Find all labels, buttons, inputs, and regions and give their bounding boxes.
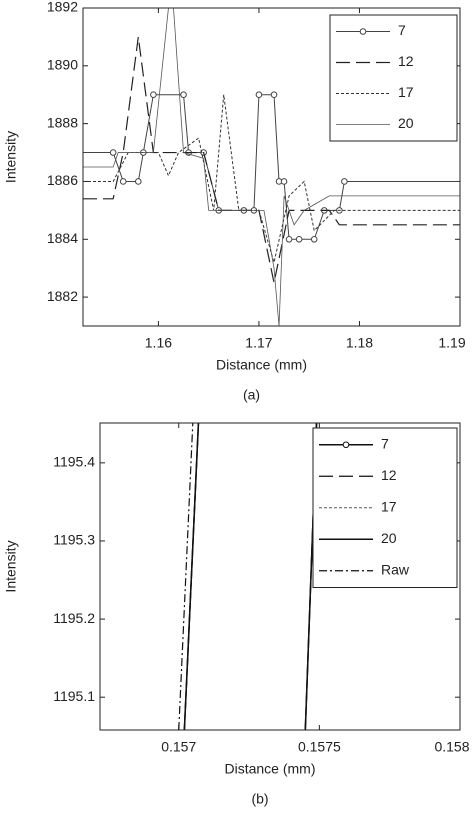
y-tick-label: 1195.3 [53, 532, 95, 548]
series-marker [109, 149, 117, 156]
x-tick-label: 1.19 [438, 335, 465, 351]
y-axis-label: Intensity [3, 540, 19, 592]
series-marker [255, 91, 263, 99]
plot-area [83, 8, 460, 326]
series-marker [134, 178, 142, 185]
legend-label: 17 [381, 498, 397, 514]
legend-label: 17 [398, 84, 414, 100]
y-tick-label: 1195.1 [53, 688, 95, 704]
legend-label: Raw [381, 561, 410, 577]
series-line [83, 8, 460, 326]
x-axis-label: Distance (mm) [216, 357, 307, 373]
x-axis-label: Distance (mm) [224, 761, 315, 777]
series-line [178, 423, 194, 730]
x-tick-label: 1.17 [245, 335, 272, 351]
y-tick-label: 1195.2 [53, 610, 95, 626]
y-tick-label: 1886 [47, 172, 78, 188]
series-marker [310, 235, 318, 243]
axes-frame [82, 7, 461, 327]
series-marker [341, 178, 348, 185]
legend-marker [342, 441, 350, 449]
y-tick-label: 1882 [47, 288, 78, 304]
y-axis-label: Intensity [3, 131, 19, 183]
legend-label: 7 [381, 435, 389, 451]
x-tick-label: 0.157 [161, 739, 196, 755]
series-marker [180, 91, 187, 99]
x-tick-label: 0.1575 [298, 739, 341, 755]
y-tick-label: 1892 [47, 0, 78, 15]
series-line [183, 423, 318, 730]
series-marker [119, 178, 127, 185]
y-tick-label: 1884 [47, 230, 78, 246]
x-tick-label: 0.158 [434, 739, 469, 755]
legend-label: 12 [398, 53, 414, 69]
series-line [183, 423, 318, 730]
legend-label: 20 [398, 115, 414, 131]
plot-area [178, 423, 318, 730]
x-tick-label: 1.18 [346, 335, 373, 351]
legend-marker [359, 28, 367, 35]
legend-label: 7 [398, 22, 406, 38]
caption: (b) [251, 791, 268, 807]
legend-label: 12 [381, 467, 397, 483]
series-marker [285, 235, 293, 243]
series-marker [270, 91, 278, 99]
series-line [183, 423, 318, 730]
series-marker [295, 235, 303, 243]
axes-frame [99, 422, 461, 731]
x-tick-label: 1.16 [145, 335, 172, 351]
legend-label: 20 [381, 530, 397, 546]
legend-box [329, 14, 458, 142]
y-tick-label: 1888 [47, 114, 78, 130]
series-line [183, 423, 318, 730]
series-marker [280, 178, 288, 185]
y-tick-label: 1195.4 [53, 454, 95, 470]
series-marker [150, 91, 157, 99]
y-tick-label: 1890 [47, 57, 78, 73]
caption: (a) [243, 387, 260, 403]
